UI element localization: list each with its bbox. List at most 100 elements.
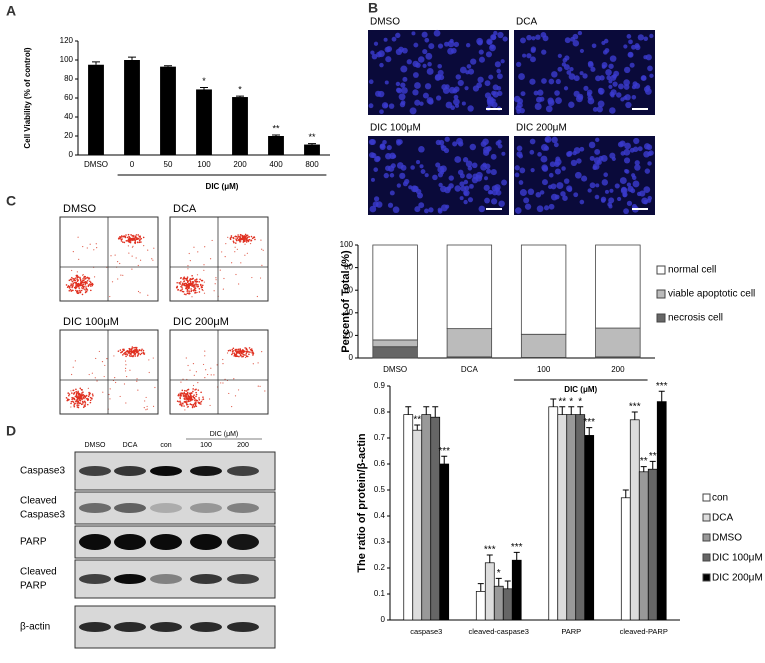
event [235, 238, 237, 240]
event [193, 374, 195, 376]
blot-band [79, 503, 111, 513]
event [244, 254, 246, 256]
bar [620, 497, 631, 621]
event [143, 407, 145, 409]
event [213, 374, 215, 376]
event [181, 402, 184, 405]
blot-band [227, 622, 259, 632]
event [200, 400, 203, 403]
bar [304, 144, 320, 155]
nucleus [594, 148, 601, 155]
nucleus [624, 142, 631, 150]
legend-swatch [656, 265, 666, 275]
error-bar [495, 577, 502, 587]
nucleus [518, 153, 523, 159]
event [137, 389, 139, 391]
legend-swatch [702, 533, 711, 542]
event [113, 355, 115, 357]
nucleus [414, 82, 421, 89]
nucleus [478, 56, 486, 63]
event [189, 395, 191, 398]
significance: ** [649, 451, 657, 462]
event [222, 363, 224, 365]
event [230, 235, 233, 237]
legend-label: DCA [712, 513, 733, 524]
nucleus [432, 174, 438, 181]
event [183, 280, 186, 282]
event [72, 389, 75, 392]
bar-segment [520, 244, 567, 335]
event [130, 355, 133, 357]
scale-bar [632, 108, 648, 110]
event [238, 352, 241, 355]
nucleus [498, 200, 505, 207]
nucleus [483, 184, 490, 191]
event [87, 284, 90, 287]
event [144, 400, 146, 402]
event [76, 291, 78, 294]
nucleus [545, 105, 553, 113]
event [259, 277, 262, 279]
event [248, 239, 250, 241]
event [203, 264, 205, 266]
event [132, 349, 135, 352]
error-bar [586, 427, 593, 436]
event [73, 391, 76, 394]
event [241, 352, 244, 354]
event [252, 363, 254, 365]
event [204, 246, 206, 248]
nucleus [628, 39, 633, 45]
event [102, 391, 104, 393]
nucleus [418, 202, 425, 209]
nucleus [370, 177, 375, 182]
event [72, 397, 75, 399]
nucleus [587, 62, 594, 68]
nucleus [396, 183, 401, 188]
event [231, 350, 234, 353]
nucleus [472, 85, 480, 92]
nucleus [540, 143, 548, 151]
flow-label: DMSO [63, 203, 96, 215]
event [252, 353, 254, 355]
event [185, 279, 188, 281]
event [133, 238, 136, 241]
event [74, 279, 77, 282]
event [68, 287, 71, 289]
nucleus [455, 74, 462, 80]
bar [232, 97, 248, 155]
event [116, 261, 119, 263]
nucleus [557, 66, 563, 72]
event [192, 384, 195, 387]
event [182, 290, 185, 293]
event [180, 281, 182, 283]
event [196, 291, 198, 294]
nucleus [369, 138, 376, 145]
event [66, 286, 69, 288]
event [79, 283, 81, 285]
nucleus [419, 164, 424, 169]
event [179, 283, 181, 285]
event [76, 399, 78, 402]
bar [548, 406, 559, 621]
event [195, 391, 197, 394]
bar [511, 559, 522, 621]
nucleus [425, 52, 433, 60]
nucleus [424, 208, 429, 214]
legend-swatch [656, 313, 666, 323]
event [129, 369, 131, 371]
y-tick-label: 0 [349, 353, 354, 362]
event [182, 277, 185, 279]
event [185, 393, 187, 395]
nucleus [434, 74, 441, 81]
event [117, 278, 119, 280]
event [79, 402, 81, 405]
error-bar [236, 95, 244, 98]
nucleus [599, 75, 605, 81]
nucleus [452, 98, 460, 106]
nucleus [453, 86, 460, 93]
event [72, 282, 75, 285]
nucleus [570, 159, 578, 167]
nucleus [459, 196, 464, 201]
event [239, 240, 242, 242]
event [85, 290, 88, 293]
